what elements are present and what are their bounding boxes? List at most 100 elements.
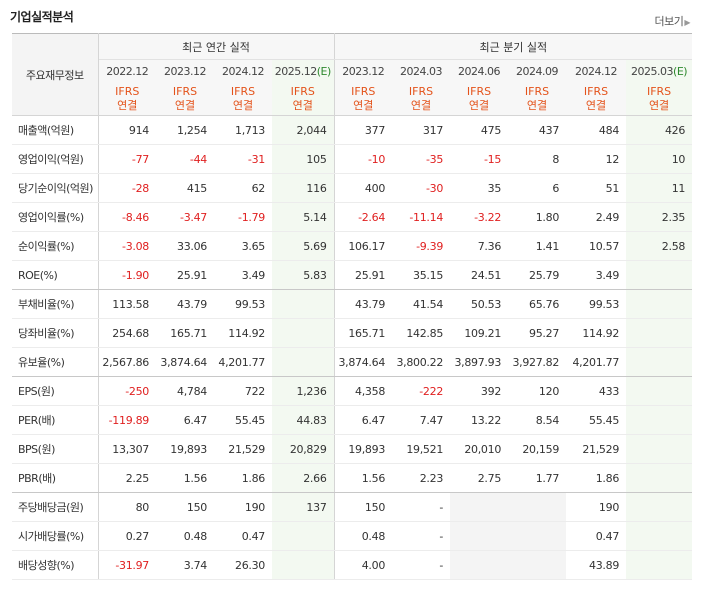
ifrs-badge[interactable]: IFRS 연결 <box>272 83 335 116</box>
table-cell <box>626 347 693 377</box>
table-cell: 1.41 <box>508 231 567 261</box>
table-cell: 8 <box>508 144 567 174</box>
table-row: 주당배당금(원) 80 150 190 137 150-190 <box>12 492 693 522</box>
table-cell <box>450 521 509 551</box>
table-row: 부채비율(%) 113.58 43.79 99.53 43.79 41.54 50.53 65… <box>12 289 693 319</box>
consolidated-label: 연결 <box>585 99 607 113</box>
ifrs-label: IFRS <box>408 85 434 99</box>
more-link[interactable]: 더보기▶ <box>654 13 690 29</box>
row-label: PER(배) <box>12 405 99 435</box>
ifrs-badge[interactable]: IFRS 연결 <box>626 83 693 116</box>
ifrs-badge[interactable]: IFRS 연결 <box>334 83 393 116</box>
table-cell: -11.14 <box>392 202 451 232</box>
ifrs-badge[interactable]: IFRS 연결 <box>566 83 627 116</box>
table-row: 매출액(억원) 914 1,254 1,713 2,044 377 317 475 437 484… <box>12 115 693 145</box>
row-label: 매출액(억원) <box>12 115 99 145</box>
table-cell: 3.74 <box>156 550 214 580</box>
ifrs-badge[interactable]: IFRS 연결 <box>214 83 272 116</box>
period-header: 2024.12 <box>566 59 627 84</box>
table-cell: 484 <box>566 115 627 145</box>
table-cell: -2.64 <box>334 202 393 232</box>
table-cell: 415 <box>156 173 214 203</box>
table-cell: 116 <box>272 173 335 203</box>
ifrs-badge[interactable]: IFRS 연결 <box>450 83 509 116</box>
table-cell: 114.92 <box>214 318 272 348</box>
row-label: 당기순이익(억원) <box>12 173 99 203</box>
table-cell: 105 <box>272 144 335 174</box>
table-cell: 20,159 <box>508 434 567 464</box>
table-cell: 2.35 <box>626 202 693 232</box>
table-cell: 65.76 <box>508 289 567 319</box>
table-cell: 80 <box>98 492 156 522</box>
table-cell: 95.27 <box>508 318 567 348</box>
table-cell <box>508 492 567 522</box>
table-cell: 150 <box>334 492 393 522</box>
period-header: 2022.12 <box>98 59 156 84</box>
ifrs-badge[interactable]: IFRS 연결 <box>392 83 451 116</box>
table-row: 영업이익(억원) -77 -44 -31 105 -10 -35 -15 8 12 10 <box>12 144 693 174</box>
table-cell <box>626 521 693 551</box>
period-label: 2024.03 <box>400 65 443 79</box>
table-cell: 392 <box>450 376 509 406</box>
period-header: 2024.12 <box>214 59 272 84</box>
table-cell: 7.47 <box>392 405 451 435</box>
table-row: 영업이익률(%) -8.46 -3.47 -1.79 5.14 -2.64 -11.14 -3… <box>12 202 693 232</box>
table-cell <box>626 289 693 319</box>
period-label: 2024.12 <box>575 65 618 79</box>
period-label: 2023.12 <box>164 65 207 79</box>
table-cell: 6.47 <box>334 405 393 435</box>
table-cell: 377 <box>334 115 393 145</box>
table-cell: - <box>392 492 451 522</box>
period-label: 2024.12 <box>222 65 265 79</box>
table-cell <box>272 550 335 580</box>
table-cell: -28 <box>98 173 156 203</box>
table-cell: 25.91 <box>156 260 214 290</box>
table-cell <box>626 376 693 406</box>
table-cell: 1.56 <box>334 463 393 493</box>
row-label: PBR(배) <box>12 463 99 493</box>
period-label: 2023.12 <box>342 65 385 79</box>
table-cell: -15 <box>450 144 509 174</box>
table-cell <box>508 521 567 551</box>
table-cell: 41.54 <box>392 289 451 319</box>
table-cell: 6.47 <box>156 405 214 435</box>
table-cell: -119.89 <box>98 405 156 435</box>
table-cell: 21,529 <box>214 434 272 464</box>
table-cell <box>450 492 509 522</box>
period-label: 2025.03 <box>631 65 674 79</box>
table-cell: - <box>392 521 451 551</box>
table-cell: 5.83 <box>272 260 335 290</box>
table-cell: 2.58 <box>626 231 693 261</box>
period-label: 2024.09 <box>516 65 559 79</box>
table-cell: 99.53 <box>566 289 627 319</box>
row-label: EPS(원) <box>12 376 99 406</box>
table-cell: 25.79 <box>508 260 567 290</box>
table-cell: 62 <box>214 173 272 203</box>
period-label: 2022.12 <box>106 65 149 79</box>
ifrs-badge[interactable]: IFRS 연결 <box>508 83 567 116</box>
table-cell: 317 <box>392 115 451 145</box>
row-label: 유보율(%) <box>12 347 99 377</box>
table-cell: 6 <box>508 173 567 203</box>
financial-table: 주요재무정보 최근 연간 실적 최근 분기 실적 2022.12 2023.12 2… <box>12 33 693 580</box>
row-label: ROE(%) <box>12 260 99 290</box>
row-label: 시가배당률(%) <box>12 521 99 551</box>
table-cell: 4,201.77 <box>214 347 272 377</box>
table-cell: 165.71 <box>156 318 214 348</box>
table-cell: -1.79 <box>214 202 272 232</box>
table-cell: 24.51 <box>450 260 509 290</box>
table-row: 유보율(%) 2,567.86 3,874.64 4,201.77 3,874.64 3,… <box>12 347 693 377</box>
table-cell: 114.92 <box>566 318 627 348</box>
ifrs-badge[interactable]: IFRS 연결 <box>156 83 214 116</box>
table-row: PBR(배) 2.25 1.56 1.86 2.66 1.56 2.23 2.75 1.77 1.… <box>12 463 693 493</box>
ifrs-badge[interactable]: IFRS 연결 <box>98 83 156 116</box>
table-cell: -44 <box>156 144 214 174</box>
table-cell <box>272 289 335 319</box>
table-cell: 1.86 <box>566 463 627 493</box>
table-cell <box>626 463 693 493</box>
ifrs-label: IFRS <box>466 85 492 99</box>
table-cell <box>626 260 693 290</box>
table-cell: 8.54 <box>508 405 567 435</box>
table-cell: -3.08 <box>98 231 156 261</box>
table-cell: 43.79 <box>334 289 393 319</box>
